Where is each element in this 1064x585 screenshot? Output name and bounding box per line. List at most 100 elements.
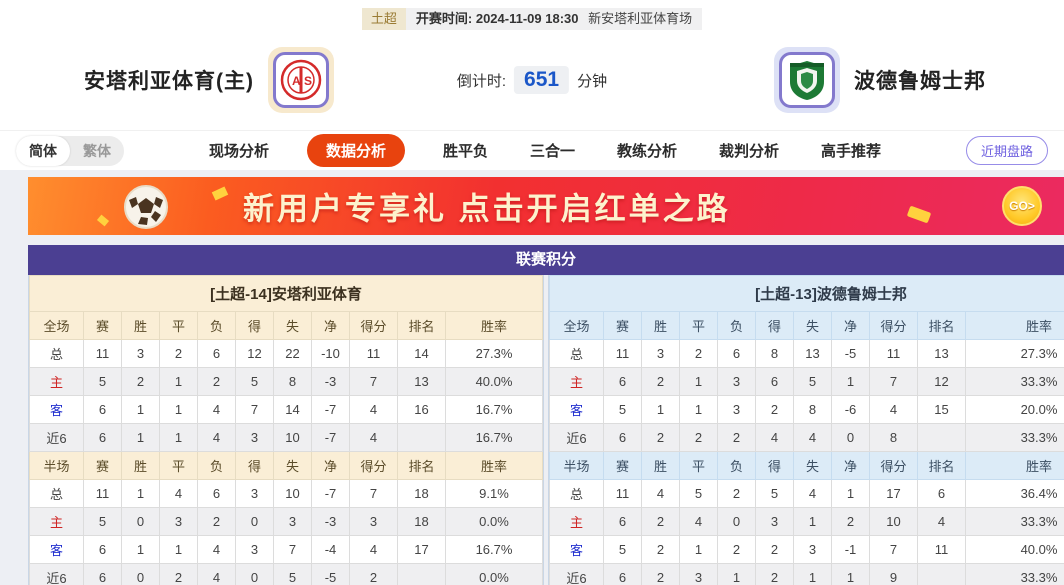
table-cell: 2 [641, 507, 680, 536]
column-header: 排名 [397, 451, 446, 480]
lang-simplified-button[interactable]: 简体 [16, 135, 70, 166]
table-cell: 1 [121, 423, 160, 452]
column-header: 排名 [917, 311, 966, 340]
table-cell: 11 [603, 479, 642, 508]
table-cell: 4 [641, 479, 680, 508]
table-cell: 5 [273, 563, 312, 585]
table-cell: 0 [235, 563, 274, 585]
table-cell: 2 [641, 367, 680, 396]
table-cell: 4 [197, 563, 236, 585]
row-label: 总 [549, 479, 604, 508]
column-header: 赛 [83, 311, 122, 340]
away-team-logo [774, 47, 840, 113]
table-row: 客 6 1 1 4 7 14 -7 4 16 16.7% [29, 395, 543, 424]
banner-go-button[interactable]: GO> [1002, 186, 1042, 226]
table-cell: 1 [831, 367, 870, 396]
table-cell: 1 [831, 563, 870, 585]
row-label: 客 [29, 535, 84, 564]
table-row: 客 5 1 1 3 2 8 -6 4 15 20.0% [549, 395, 1064, 424]
table-cell: 7 [869, 367, 918, 396]
table-row: 主 6 2 4 0 3 1 2 10 4 33.3% [549, 507, 1064, 536]
table-row: 总 11 1 4 6 3 10 -7 7 18 9.1% [29, 479, 543, 508]
table-cell: 5 [83, 507, 122, 536]
table-cell: 1 [641, 395, 680, 424]
table-cell: -5 [311, 563, 350, 585]
table-cell: 3 [349, 507, 398, 536]
nav-tab[interactable]: 裁判分析 [719, 143, 780, 160]
table-cell: 17 [869, 479, 918, 508]
table-cell: 1 [121, 479, 160, 508]
table-cell: 8 [755, 339, 794, 368]
table-cell: 4 [349, 423, 398, 452]
nav-tab[interactable]: 胜平负 [442, 143, 488, 160]
table-cell: 2 [679, 339, 718, 368]
table-cell: 6 [603, 507, 642, 536]
table-cell [397, 423, 446, 452]
table-cell: 5 [755, 479, 794, 508]
table-cell: 0.0% [445, 563, 543, 585]
nav-tab[interactable]: 三合一 [529, 143, 575, 160]
table-cell: 8 [869, 423, 918, 452]
table-row: 客 5 2 1 2 2 3 -1 7 11 40.0% [549, 535, 1064, 564]
kickoff-label: 开赛时间: [415, 11, 473, 26]
column-header: 得分 [869, 311, 918, 340]
table-cell: 4 [793, 423, 832, 452]
home-section-title: [土超-14]安塔利亚体育 [29, 275, 543, 312]
svg-text:A: A [292, 74, 301, 88]
column-header: 失 [273, 311, 312, 340]
table-cell: 13 [397, 367, 446, 396]
table-row: 总 11 3 2 6 12 22 -10 11 14 27.3% [29, 339, 543, 368]
table-cell: 3 [679, 563, 718, 585]
table-cell: 4 [679, 507, 718, 536]
table-cell: 6 [717, 339, 756, 368]
nav-tab[interactable]: 高手推荐 [821, 143, 882, 160]
column-header: 平 [159, 451, 198, 480]
table-cell: 4 [349, 395, 398, 424]
table-cell: 2 [349, 563, 398, 585]
table-cell: 5 [603, 535, 642, 564]
football-icon [123, 184, 169, 235]
table-cell: 12 [235, 339, 274, 368]
promo-banner[interactable]: 新用户专享礼 点击开启红单之路 GO> [28, 177, 1064, 235]
away-stats-table: [土超-13]波德鲁姆士邦 全场赛胜平负得失净得分 排名 胜率 总 11 3 2 6 8 13-… [548, 275, 1064, 585]
match-info-strip: 土超 开赛时间: 2024-11-09 18:30 新安塔利亚体育场 [0, 8, 1064, 30]
table-cell: 6 [83, 395, 122, 424]
column-header: 胜率 [965, 311, 1064, 340]
table-cell: 4 [197, 395, 236, 424]
home-team: 安塔利亚体育(主) A S [84, 47, 334, 113]
table-cell: 3 [273, 507, 312, 536]
nav-tab[interactable]: 数据分析 [306, 134, 405, 167]
away-team-name: 波德鲁姆士邦 [854, 70, 986, 93]
column-header: 负 [197, 451, 236, 480]
column-header: 得 [235, 311, 274, 340]
countdown-unit: 分钟 [577, 72, 608, 90]
home-stats-table: [土超-14]安塔利亚体育 全场赛胜平负得失净得分 排名 胜率 总 11 3 2 6 12 22… [28, 275, 544, 585]
table-cell: -3 [311, 507, 350, 536]
table-cell: 17 [397, 535, 446, 564]
table-cell: 10 [869, 507, 918, 536]
league-points-title: 联赛积分 [28, 245, 1064, 275]
table-cell: 3 [235, 423, 274, 452]
column-header: 负 [197, 311, 236, 340]
recent-trend-button[interactable]: 近期盘路 [965, 136, 1048, 165]
table-cell: 13 [793, 339, 832, 368]
row-label: 客 [29, 395, 84, 424]
table-cell: -7 [311, 479, 350, 508]
row-label: 总 [549, 339, 604, 368]
row-label: 近6 [29, 563, 84, 585]
column-header: 得 [755, 451, 794, 480]
lang-traditional-button[interactable]: 繁体 [83, 142, 111, 159]
row-label: 近6 [549, 423, 604, 452]
column-header: 得分 [349, 311, 398, 340]
away-crest-icon [790, 61, 824, 100]
table-cell: 3 [121, 339, 160, 368]
table-cell: 1 [159, 423, 198, 452]
table-cell: 6 [755, 367, 794, 396]
nav-tab[interactable]: 教练分析 [617, 143, 678, 160]
table-cell: 2 [641, 423, 680, 452]
column-header: 平 [159, 311, 198, 340]
table-cell: 3 [717, 395, 756, 424]
nav-tab[interactable]: 现场分析 [208, 143, 269, 160]
row-label: 总 [29, 479, 84, 508]
table-cell: 7 [869, 535, 918, 564]
